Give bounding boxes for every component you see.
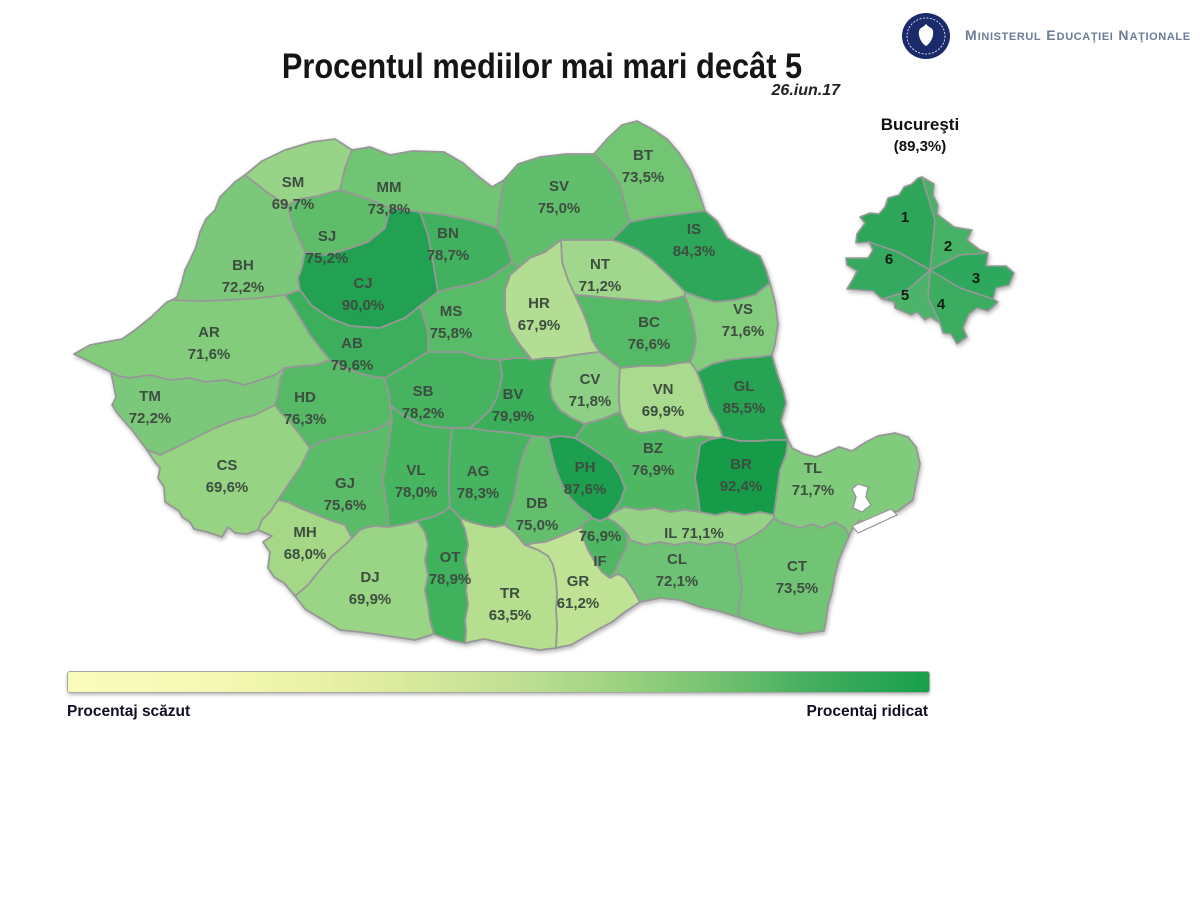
svg-text:MM: MM xyxy=(377,179,402,196)
svg-text:76,9%: 76,9% xyxy=(579,528,622,545)
svg-text:61,2%: 61,2% xyxy=(557,595,600,612)
svg-text:AR: AR xyxy=(198,324,220,341)
svg-text:DJ: DJ xyxy=(360,569,379,586)
svg-text:78,3%: 78,3% xyxy=(457,485,500,502)
svg-text:75,0%: 75,0% xyxy=(538,200,581,217)
svg-text:73,5%: 73,5% xyxy=(776,580,819,597)
svg-text:SB: SB xyxy=(413,383,434,400)
svg-text:63,5%: 63,5% xyxy=(489,607,532,624)
svg-text:69,9%: 69,9% xyxy=(349,591,392,608)
svg-text:78,2%: 78,2% xyxy=(402,405,445,422)
svg-text:CV: CV xyxy=(580,371,601,388)
svg-text:NT: NT xyxy=(590,256,610,273)
svg-text:AG: AG xyxy=(467,463,490,480)
svg-text:2: 2 xyxy=(944,238,952,255)
svg-text:72,2%: 72,2% xyxy=(129,410,172,427)
svg-text:BZ: BZ xyxy=(643,440,663,457)
svg-text:CJ: CJ xyxy=(353,275,372,292)
svg-text:78,0%: 78,0% xyxy=(395,484,438,501)
svg-text:69,9%: 69,9% xyxy=(642,403,685,420)
svg-text:SV: SV xyxy=(549,178,569,195)
svg-text:72,2%: 72,2% xyxy=(222,279,265,296)
svg-text:SJ: SJ xyxy=(318,228,336,245)
svg-text:TM: TM xyxy=(139,388,161,405)
svg-text:72,1%: 72,1% xyxy=(656,573,699,590)
svg-text:MS: MS xyxy=(440,303,463,320)
svg-text:71,6%: 71,6% xyxy=(188,346,231,363)
svg-text:1: 1 xyxy=(901,209,909,226)
svg-text:BN: BN xyxy=(437,225,459,242)
svg-text:76,3%: 76,3% xyxy=(284,411,327,428)
svg-text:75,2%: 75,2% xyxy=(306,250,349,267)
svg-text:GJ: GJ xyxy=(335,475,355,492)
svg-text:TL: TL xyxy=(804,460,822,477)
svg-text:85,5%: 85,5% xyxy=(723,400,766,417)
svg-text:CS: CS xyxy=(217,457,238,474)
svg-text:5: 5 xyxy=(901,287,909,304)
svg-text:VL: VL xyxy=(406,462,425,479)
svg-text:VN: VN xyxy=(653,381,674,398)
svg-text:68,0%: 68,0% xyxy=(284,546,327,563)
svg-text:75,8%: 75,8% xyxy=(430,325,473,342)
svg-text:BH: BH xyxy=(232,257,254,274)
svg-text:4: 4 xyxy=(937,296,946,313)
svg-text:TR: TR xyxy=(500,585,520,602)
svg-text:71,7%: 71,7% xyxy=(792,482,835,499)
svg-text:78,7%: 78,7% xyxy=(427,247,470,264)
svg-text:84,3%: 84,3% xyxy=(673,243,716,260)
svg-text:78,9%: 78,9% xyxy=(429,571,472,588)
svg-text:BR: BR xyxy=(730,456,752,473)
svg-text:71,2%: 71,2% xyxy=(579,278,622,295)
svg-text:CL: CL xyxy=(667,551,687,568)
svg-text:75,0%: 75,0% xyxy=(516,517,559,534)
svg-text:76,9%: 76,9% xyxy=(632,462,675,479)
svg-text:71,6%: 71,6% xyxy=(722,323,765,340)
svg-text:6: 6 xyxy=(885,251,893,268)
svg-text:IF: IF xyxy=(593,553,606,570)
svg-text:73,8%: 73,8% xyxy=(368,201,411,218)
svg-text:67,9%: 67,9% xyxy=(518,317,561,334)
svg-text:BC: BC xyxy=(638,314,660,331)
svg-text:DB: DB xyxy=(526,495,548,512)
svg-text:AB: AB xyxy=(341,335,363,352)
svg-text:OT: OT xyxy=(440,549,461,566)
svg-text:GL: GL xyxy=(734,378,755,395)
svg-text:PH: PH xyxy=(575,459,596,476)
svg-text:3: 3 xyxy=(972,270,980,287)
svg-text:71,8%: 71,8% xyxy=(569,393,612,410)
svg-text:GR: GR xyxy=(567,573,590,590)
svg-text:BV: BV xyxy=(503,386,524,403)
svg-text:79,6%: 79,6% xyxy=(331,357,374,374)
svg-text:92,4%: 92,4% xyxy=(720,478,763,495)
svg-text:HD: HD xyxy=(294,389,316,406)
svg-text:IL 71,1%: IL 71,1% xyxy=(664,525,724,542)
svg-text:76,6%: 76,6% xyxy=(628,336,671,353)
svg-text:79,9%: 79,9% xyxy=(492,408,535,425)
svg-text:CT: CT xyxy=(787,558,807,575)
svg-text:73,5%: 73,5% xyxy=(622,169,665,186)
svg-text:SM: SM xyxy=(282,174,305,191)
svg-text:BT: BT xyxy=(633,147,653,164)
svg-text:69,7%: 69,7% xyxy=(272,196,315,213)
svg-text:87,6%: 87,6% xyxy=(564,481,607,498)
svg-text:75,6%: 75,6% xyxy=(324,497,367,514)
svg-text:VS: VS xyxy=(733,301,753,318)
svg-text:90,0%: 90,0% xyxy=(342,297,385,314)
svg-text:MH: MH xyxy=(293,524,316,541)
svg-text:HR: HR xyxy=(528,295,550,312)
svg-text:IS: IS xyxy=(687,221,701,238)
svg-text:69,6%: 69,6% xyxy=(206,479,249,496)
